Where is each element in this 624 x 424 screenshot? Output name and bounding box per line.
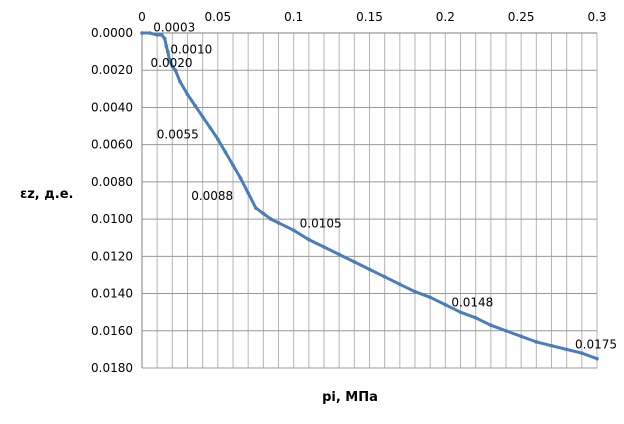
- data-point: [337, 252, 341, 257]
- data-point: [367, 267, 372, 272]
- data-point: [261, 211, 266, 216]
- y-tick-label: 0.0000: [91, 26, 133, 40]
- x-tick-label: 0.25: [508, 10, 535, 24]
- x-axis-label: pi, МПа: [322, 390, 378, 405]
- data-point: [322, 245, 326, 249]
- data-label: 0.0175: [575, 338, 617, 352]
- y-tick-label: 0.0040: [91, 100, 133, 114]
- y-tick-label: 0.0140: [91, 287, 133, 301]
- data-point: [147, 31, 152, 35]
- data-label: 0.0088: [191, 189, 233, 203]
- data-point: [398, 282, 402, 287]
- data-point: [167, 57, 172, 61]
- data-point: [165, 49, 170, 54]
- data-point: [185, 92, 190, 97]
- data-point: [223, 150, 228, 154]
- x-tick-label: 0.05: [204, 10, 231, 24]
- data-point: [382, 275, 387, 279]
- y-tick-label: 0.0160: [91, 324, 133, 338]
- data-point: [291, 228, 296, 233]
- data-point: [238, 176, 243, 180]
- data-label: 0.0003: [153, 21, 195, 35]
- data-point: [489, 323, 493, 327]
- data-label: 0.0105: [300, 216, 342, 230]
- data-point: [534, 340, 539, 344]
- data-point: [200, 114, 205, 119]
- data-point: [580, 351, 584, 355]
- x-tick-label: 0.2: [436, 10, 455, 24]
- data-point: [443, 302, 448, 307]
- data-point: [276, 221, 281, 225]
- data-point: [193, 103, 197, 108]
- data-label: 0.0020: [151, 56, 193, 70]
- x-tick-label: 0.15: [356, 10, 383, 24]
- data-point: [155, 33, 159, 37]
- data-point: [178, 79, 182, 84]
- data-point: [269, 217, 273, 221]
- data-point: [473, 315, 478, 320]
- data-point: [595, 356, 599, 361]
- data-point: [519, 334, 523, 339]
- data-point: [246, 191, 250, 195]
- y-tick-label: 0.0120: [91, 249, 133, 263]
- data-label: 0.0055: [157, 127, 199, 141]
- series-points: [140, 31, 599, 361]
- data-point: [413, 289, 417, 294]
- data-point: [216, 137, 220, 141]
- y-axis-ticks: 0.0000 0.0020 0.0040 0.0060 0.0080 0.0100 0.01…: [91, 26, 133, 375]
- data-point: [140, 31, 144, 35]
- data-point: [458, 310, 463, 314]
- data-point: [173, 68, 178, 73]
- data-point: [307, 237, 311, 242]
- y-tick-label: 0.0060: [91, 138, 133, 152]
- data-point: [428, 295, 432, 300]
- y-tick-label: 0.0080: [91, 175, 133, 189]
- grid: [141, 32, 598, 369]
- x-tick-label: 0.3: [587, 10, 606, 24]
- data-point: [164, 44, 169, 48]
- data-point: [253, 206, 258, 210]
- data-point: [231, 163, 235, 167]
- y-tick-label: 0.0100: [91, 212, 133, 226]
- x-tick-label: 0.1: [284, 10, 303, 24]
- data-point: [170, 64, 175, 69]
- data-point: [504, 328, 508, 333]
- y-axis-label: εz, д.е.: [20, 187, 73, 202]
- y-tick-label: 0.0180: [91, 361, 133, 375]
- x-axis-ticks: 0 0.05 0.1 0.15 0.2 0.25 0.3: [138, 10, 606, 24]
- data-label: 0.0010: [170, 43, 212, 57]
- x-tick-label: 0: [138, 10, 146, 24]
- y-tick-label: 0.0020: [91, 63, 133, 77]
- data-point: [159, 33, 164, 37]
- data-point: [162, 36, 167, 41]
- data-label: 0.0148: [451, 295, 493, 309]
- data-point: [352, 260, 357, 264]
- data-point: [549, 343, 554, 348]
- data-point: [208, 126, 213, 130]
- data-point: [564, 347, 569, 352]
